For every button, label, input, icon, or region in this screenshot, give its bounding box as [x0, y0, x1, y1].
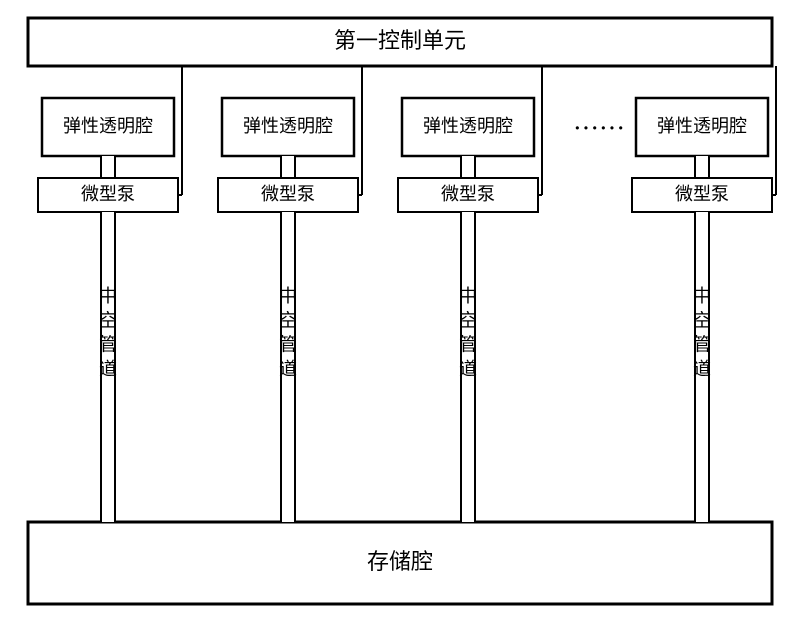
pump-label-3: 微型泵 [675, 184, 729, 204]
cavity-label-0: 弹性透明腔 [63, 116, 153, 136]
pump-label-0: 微型泵 [81, 184, 135, 204]
top-control-unit-label: 第一控制单元 [334, 28, 466, 53]
pump-label-1: 微型泵 [261, 184, 315, 204]
link-0 [101, 156, 115, 178]
link-1 [281, 156, 295, 178]
link-3 [695, 156, 709, 178]
storage-label: 存储腔 [367, 549, 433, 574]
cavity-label-1: 弹性透明腔 [243, 116, 333, 136]
link-2 [461, 156, 475, 178]
ellipsis: ······ [574, 118, 626, 140]
pump-label-2: 微型泵 [441, 184, 495, 204]
cavity-label-2: 弹性透明腔 [423, 116, 513, 136]
cavity-label-3: 弹性透明腔 [657, 116, 747, 136]
